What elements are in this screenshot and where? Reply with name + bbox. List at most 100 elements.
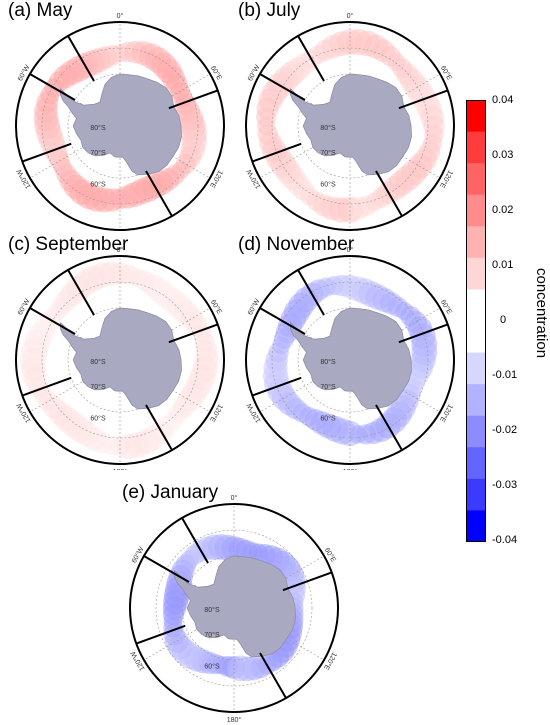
concentration-band [20, 261, 219, 460]
sector-boundary [398, 323, 449, 344]
map-boundary [15, 21, 225, 231]
latitude-label: 70°S [204, 631, 220, 639]
panel-january: (e) January 0° 60°E 120°E 180° 120°W 60°W 60°S… [114, 482, 374, 725]
colorbar-title: concentration [533, 268, 550, 359]
sector-boundary [135, 624, 186, 645]
longitude-label: 180° [227, 716, 242, 724]
colorbar-tick-2: 0.02 [492, 204, 514, 216]
panel-title-september: (c) September [8, 234, 129, 255]
panel-september: (c) September 0°60°E120°E180°120°W60°W60… [0, 234, 260, 470]
latitude-label: 60°S [90, 414, 106, 422]
colorbar-segment [466, 321, 486, 354]
longitude-label: 0° [231, 494, 238, 502]
colorbar-segment [466, 352, 486, 385]
longitude-label: 180° [343, 468, 358, 470]
sector-boundary [251, 376, 302, 397]
sector-boundary [145, 404, 173, 451]
map-boundary [245, 255, 455, 465]
panel-title-november: (d) November [238, 234, 355, 255]
sector-boundary [21, 142, 72, 163]
longitude-label: 0° [117, 12, 124, 20]
colorbar-segment [466, 226, 486, 259]
latitude-label: 80°S [90, 124, 106, 132]
map-boundary [15, 255, 225, 465]
sector-boundary [29, 307, 76, 335]
panel-november: (d) November 0°60°E120°E180°120°W60°W60°… [230, 234, 490, 470]
band-patch [116, 433, 142, 460]
sector-boundary [67, 35, 95, 82]
band-patch [347, 197, 370, 220]
colorbar-segment [466, 194, 486, 227]
colorbar-tick-4: 0 [500, 314, 507, 326]
latitude-label: 60°S [204, 662, 220, 670]
latitude-label: 80°S [90, 358, 106, 366]
colorbar-tick-1: 0.03 [492, 149, 514, 161]
colorbar-segment [466, 100, 486, 133]
panel-title-may: (a) May [8, 0, 73, 21]
longitude-label: 180° [113, 468, 128, 470]
sector-boundary [297, 269, 325, 316]
sector-boundary [297, 35, 325, 82]
longitude-label: 0° [347, 12, 354, 20]
longitude-label: 0° [117, 246, 124, 254]
sector-boundary [282, 571, 333, 592]
latitude-label: 70°S [320, 149, 336, 157]
latitude-label: 70°S [90, 149, 106, 157]
latitude-circle [271, 281, 429, 439]
colorbar-frame [466, 100, 486, 542]
colorbar-segment [466, 163, 486, 196]
panel-july: (b) July 0°60°E120°E180°120°W60°W60°S70°… [230, 0, 490, 232]
sector-boundary [259, 73, 306, 101]
sector-boundary [259, 307, 306, 335]
band-patch [115, 185, 140, 209]
latitude-label: 60°S [320, 414, 336, 422]
panel-title-july: (b) July [238, 0, 301, 21]
longitude-label: 0° [347, 246, 354, 254]
map-boundary [129, 503, 339, 713]
colorbar-segment [466, 131, 486, 164]
sector-boundary [29, 73, 76, 101]
panel-title-january: (e) January [122, 482, 219, 503]
sector-boundary [67, 269, 95, 316]
colorbar-tick-7: -0.03 [492, 479, 518, 491]
latitude-label: 80°S [320, 358, 336, 366]
latitude-circle [41, 47, 199, 205]
colorbar-segment [466, 257, 486, 290]
sector-boundary [251, 142, 302, 163]
sector-boundary [143, 555, 190, 583]
colorbar-segment [466, 384, 486, 417]
panel-may: (a) May 0°60°E120°E180°120°W60°W60°S70°S… [0, 0, 260, 232]
colorbar-scale [466, 100, 486, 542]
latitude-circle [41, 281, 199, 439]
colorbar-tick-5: -0.01 [492, 369, 518, 381]
colorbar-segment [466, 415, 486, 448]
sector-boundary [259, 652, 287, 699]
colorbar-tick-8: -0.04 [492, 534, 518, 546]
colorbar: 0.04 0.03 0.02 0.01 0 -0.01 -0.02 -0.03 … [466, 94, 550, 550]
sector-boundary [168, 89, 219, 110]
colorbar-segment [466, 478, 486, 511]
colorbar-tick-0: 0.04 [492, 94, 514, 106]
sector-boundary [375, 404, 403, 451]
latitude-label: 80°S [320, 124, 336, 132]
latitude-label: 70°S [320, 383, 336, 391]
sector-boundary [168, 323, 219, 344]
latitude-label: 70°S [90, 383, 106, 391]
latitude-circle [155, 529, 313, 687]
band-patch [227, 655, 254, 682]
colorbar-tick-6: -0.02 [492, 424, 518, 436]
band-patch [348, 425, 367, 444]
colorbar-tick-3: 0.01 [492, 259, 514, 271]
latitude-label: 80°S [204, 606, 220, 614]
latitude-circle [271, 47, 429, 205]
sector-boundary [398, 89, 449, 110]
